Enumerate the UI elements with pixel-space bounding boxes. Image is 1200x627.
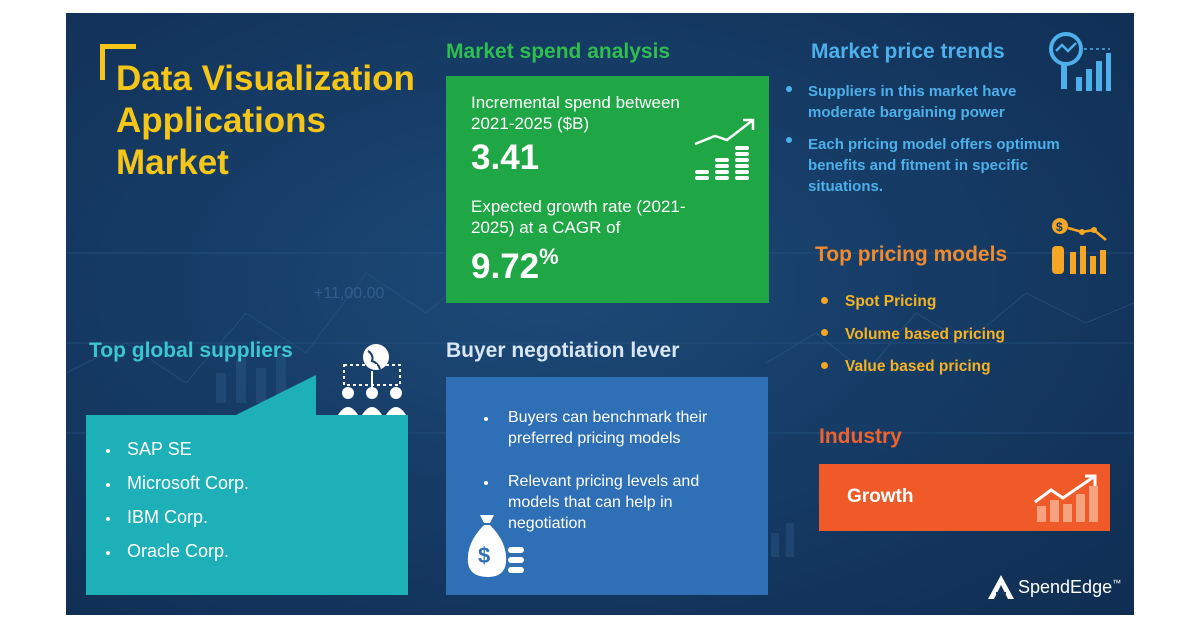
supplier-bullet-dot <box>106 551 110 555</box>
pricing-models-heading: Top pricing models <box>815 243 1008 266</box>
suppliers-callout-notch <box>186 375 316 415</box>
incremental-spend-value: 3.41 <box>471 138 540 177</box>
growth-chart-icon <box>1034 474 1098 522</box>
suppliers-heading: Top global suppliers <box>89 339 293 362</box>
industry-heading: Industry <box>819 425 902 448</box>
industry-box: Growth <box>819 464 1110 531</box>
supplier-item: Oracle Corp. <box>127 541 230 561</box>
infographic-panel: +11,00.00 Data Visualization Application… <box>66 13 1134 615</box>
market-spend-box: Incremental spend between 2021-2025 ($B)… <box>446 76 769 303</box>
incremental-spend-label: Incremental spend between 2021-2025 ($B) <box>471 93 680 133</box>
spendedge-logo-icon <box>988 575 1014 599</box>
pricing-bullet-dot <box>821 329 828 336</box>
suppliers-box: SAP SE Microsoft Corp. IBM Corp. Oracle … <box>86 415 408 595</box>
buyer-bullet-dot <box>484 417 488 421</box>
trend-bullet-dot <box>786 86 792 92</box>
pricing-item-value: Value based pricing <box>845 358 991 375</box>
growth-rate-value: 9.72% <box>471 244 559 286</box>
pricing-bullet-dot <box>821 297 828 304</box>
growth-rate-label: Expected growth rate (2021-2025) at a CA… <box>471 197 686 237</box>
trend-bullet-dot <box>786 137 792 143</box>
pricing-item-spot: Spot Pricing <box>845 293 937 310</box>
supplier-bullet-dot <box>106 483 110 487</box>
buyer-bullet-1: Buyers can benchmark their preferred pri… <box>508 409 708 447</box>
svg-text:$: $ <box>478 543 490 568</box>
buyer-heading: Buyer negotiation lever <box>446 339 680 362</box>
supplier-item: Microsoft Corp. <box>127 473 250 493</box>
price-chart-icon: $ <box>1052 218 1107 274</box>
market-trends-heading: Market price trends <box>811 40 1005 63</box>
title-bracket <box>100 44 136 80</box>
page-title: Data Visualization Applications Market <box>116 59 415 182</box>
pricing-item-volume: Volume based pricing <box>845 326 1005 343</box>
magnifier-chart-icon <box>1049 32 1111 91</box>
money-bag-icon: $ <box>467 515 524 577</box>
industry-label: Growth <box>847 486 914 507</box>
buyer-box: Buyers can benchmark their preferred pri… <box>446 377 768 595</box>
trend-bullet-2: Each pricing model offers optimum benefi… <box>808 136 1060 195</box>
buyer-bullet-dot <box>484 481 488 485</box>
supplier-item: IBM Corp. <box>127 507 209 527</box>
supplier-item: SAP SE <box>127 439 192 459</box>
supplier-bullet-dot <box>106 517 110 521</box>
supplier-bullet-dot <box>106 449 110 453</box>
globe-network-icon <box>338 344 406 415</box>
buyer-bullet-2: Relevant pricing levels and models that … <box>508 473 700 532</box>
trend-bullet-1: Suppliers in this market have moderate b… <box>808 83 1017 121</box>
market-spend-heading: Market spend analysis <box>446 40 671 63</box>
rising-coins-icon <box>694 118 755 180</box>
watermark-number: +11,00.00 <box>314 285 385 302</box>
svg-text:$: $ <box>1056 220 1063 234</box>
pricing-bullet-dot <box>821 362 828 369</box>
brand-name: SpendEdge™ <box>1018 577 1122 597</box>
